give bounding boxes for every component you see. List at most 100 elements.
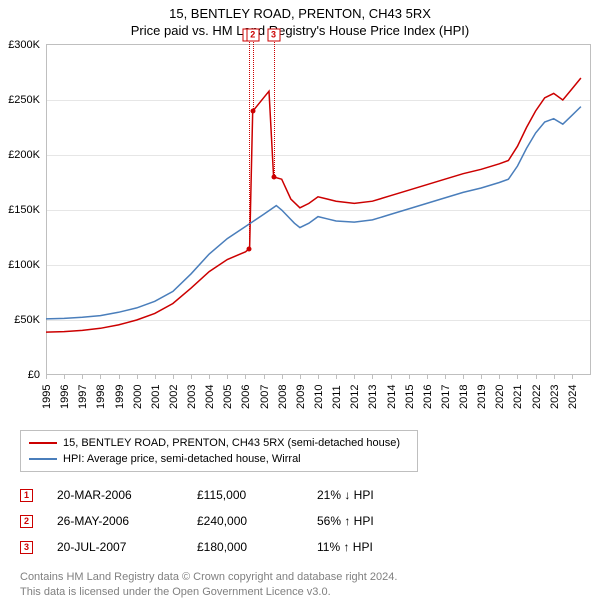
x-tick-label: 2019 <box>476 385 488 409</box>
x-tick <box>64 375 65 379</box>
x-tick <box>46 375 47 379</box>
marker-dot-3 <box>271 175 276 180</box>
marker-vline-2 <box>253 42 254 111</box>
marker-vline-1 <box>249 42 250 249</box>
y-tick-label: £0 <box>0 369 40 381</box>
x-tick <box>354 375 355 379</box>
x-tick <box>427 375 428 379</box>
event-date: 20-JUL-2007 <box>57 540 197 554</box>
chart-subtitle: Price paid vs. HM Land Registry's House … <box>0 23 600 38</box>
x-tick-label: 2004 <box>204 385 216 409</box>
legend-swatch <box>29 442 57 444</box>
x-tick-label: 2023 <box>549 385 561 409</box>
event-relative: 56% ↑ HPI <box>317 514 437 528</box>
y-tick-label: £150K <box>0 204 40 216</box>
x-tick-label: 1995 <box>41 385 53 409</box>
y-tick-label: £200K <box>0 149 40 161</box>
x-tick <box>445 375 446 379</box>
x-tick-label: 2009 <box>295 385 307 409</box>
x-tick <box>282 375 283 379</box>
marker-vline-3 <box>274 42 275 177</box>
legend-row: HPI: Average price, semi-detached house,… <box>29 451 409 467</box>
x-tick <box>245 375 246 379</box>
x-tick <box>391 375 392 379</box>
chart-title: 15, BENTLEY ROAD, PRENTON, CH43 5RX <box>0 6 600 21</box>
x-tick-label: 1996 <box>59 385 71 409</box>
footer-attribution: Contains HM Land Registry data © Crown c… <box>20 570 590 600</box>
x-tick <box>155 375 156 379</box>
x-tick-label: 2015 <box>404 385 416 409</box>
x-tick-label: 2010 <box>313 385 325 409</box>
event-marker: 1 <box>20 489 33 502</box>
x-tick <box>209 375 210 379</box>
x-tick <box>572 375 573 379</box>
event-row: 120-MAR-2006£115,00021% ↓ HPI <box>20 482 590 508</box>
x-tick-label: 2001 <box>150 385 162 409</box>
legend-label: 15, BENTLEY ROAD, PRENTON, CH43 5RX (sem… <box>63 437 400 449</box>
marker-label-3: 3 <box>267 29 280 42</box>
marker-dot-1 <box>247 246 252 251</box>
event-price: £180,000 <box>197 540 317 554</box>
y-tick-label: £250K <box>0 94 40 106</box>
x-tick-label: 2003 <box>186 385 198 409</box>
x-tick-label: 1997 <box>77 385 89 409</box>
legend-row: 15, BENTLEY ROAD, PRENTON, CH43 5RX (sem… <box>29 435 409 451</box>
event-marker: 2 <box>20 515 33 528</box>
event-relative: 21% ↓ HPI <box>317 488 437 502</box>
x-tick <box>119 375 120 379</box>
x-tick <box>336 375 337 379</box>
events-table: 120-MAR-2006£115,00021% ↓ HPI226-MAY-200… <box>20 482 590 560</box>
series-line-0 <box>46 78 581 332</box>
legend-label: HPI: Average price, semi-detached house,… <box>63 453 301 465</box>
x-tick <box>191 375 192 379</box>
x-tick <box>372 375 373 379</box>
x-tick-label: 2007 <box>259 385 271 409</box>
event-row: 3 20-JUL-2007£180,00011% ↑ HPI <box>20 534 590 560</box>
x-tick <box>517 375 518 379</box>
x-tick-label: 2024 <box>567 385 579 409</box>
event-row: 2 26-MAY-2006£240,00056% ↑ HPI <box>20 508 590 534</box>
footer-line-1: Contains HM Land Registry data © Crown c… <box>20 570 590 585</box>
x-tick <box>300 375 301 379</box>
marker-label-2: 2 <box>246 29 259 42</box>
legend-box: 15, BENTLEY ROAD, PRENTON, CH43 5RX (sem… <box>20 430 418 472</box>
x-tick <box>173 375 174 379</box>
series-line-1 <box>46 107 581 319</box>
x-tick-label: 2021 <box>512 385 524 409</box>
x-tick-label: 2002 <box>168 385 180 409</box>
footer-line-2: This data is licensed under the Open Gov… <box>20 585 590 600</box>
x-tick-label: 2020 <box>494 385 506 409</box>
x-tick-label: 2008 <box>277 385 289 409</box>
x-tick-label: 2014 <box>386 385 398 409</box>
x-tick-label: 2018 <box>458 385 470 409</box>
x-tick <box>536 375 537 379</box>
chart-plot-area: £0£50K£100K£150K£200K£250K£300K199519961… <box>46 44 591 375</box>
event-date: 20-MAR-2006 <box>57 488 197 502</box>
x-tick <box>82 375 83 379</box>
x-tick <box>409 375 410 379</box>
x-tick <box>499 375 500 379</box>
x-tick <box>481 375 482 379</box>
x-tick <box>318 375 319 379</box>
x-tick <box>100 375 101 379</box>
event-price: £240,000 <box>197 514 317 528</box>
x-tick-label: 2016 <box>422 385 434 409</box>
x-tick <box>137 375 138 379</box>
x-tick-label: 2012 <box>349 385 361 409</box>
marker-dot-2 <box>250 109 255 114</box>
y-tick-label: £100K <box>0 259 40 271</box>
x-tick-label: 2011 <box>331 385 343 409</box>
event-marker: 3 <box>20 541 33 554</box>
event-date: 26-MAY-2006 <box>57 514 197 528</box>
y-tick-label: £50K <box>0 314 40 326</box>
y-tick-label: £300K <box>0 39 40 51</box>
x-tick-label: 2005 <box>222 385 234 409</box>
x-tick-label: 2000 <box>132 385 144 409</box>
event-relative: 11% ↑ HPI <box>317 540 437 554</box>
x-tick-label: 1998 <box>95 385 107 409</box>
x-tick-label: 2017 <box>440 385 452 409</box>
x-tick <box>264 375 265 379</box>
x-tick-label: 2006 <box>240 385 252 409</box>
chart-svg <box>46 45 590 375</box>
x-tick <box>554 375 555 379</box>
